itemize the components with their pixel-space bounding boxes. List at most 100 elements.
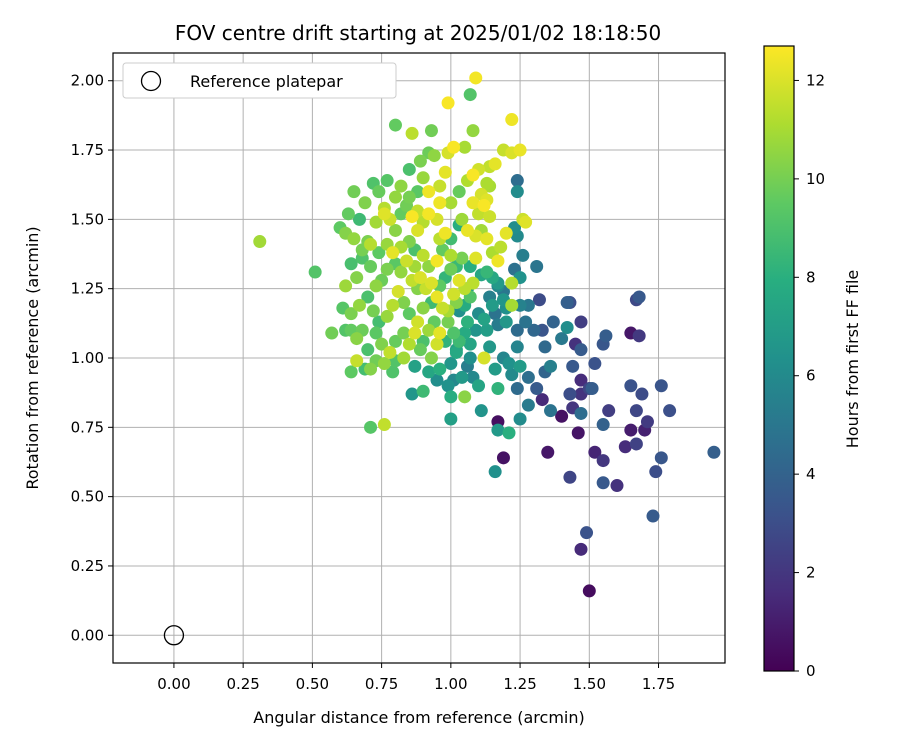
- data-point: [574, 373, 588, 387]
- data-point: [496, 451, 510, 465]
- grid-lines: [113, 53, 725, 663]
- data-point: [510, 340, 524, 354]
- data-point: [380, 262, 394, 276]
- data-point: [483, 210, 497, 224]
- data-point: [422, 323, 436, 337]
- data-point: [707, 445, 721, 459]
- data-point: [388, 118, 402, 132]
- data-point: [640, 415, 654, 429]
- data-point: [519, 215, 533, 229]
- data-point: [505, 113, 519, 127]
- data-point: [438, 165, 452, 179]
- data-point: [563, 470, 577, 484]
- data-point: [366, 304, 380, 318]
- data-point: [499, 315, 513, 329]
- colorbar-tick-label: 8: [806, 268, 816, 286]
- x-tick-label: 1.00: [434, 675, 467, 693]
- data-point: [466, 276, 480, 290]
- data-point: [480, 323, 494, 337]
- data-point: [449, 345, 463, 359]
- data-point: [519, 315, 533, 329]
- data-point: [413, 343, 427, 357]
- data-point: [441, 315, 455, 329]
- data-point: [364, 260, 378, 273]
- data-point: [402, 307, 416, 321]
- data-point: [513, 412, 527, 426]
- data-point: [624, 423, 638, 437]
- data-point: [563, 387, 577, 401]
- data-point: [416, 301, 430, 315]
- data-point: [413, 271, 427, 285]
- data-point: [397, 326, 411, 340]
- data-point: [477, 199, 491, 212]
- data-point: [397, 296, 411, 310]
- data-point: [447, 326, 461, 340]
- data-point: [411, 315, 425, 329]
- data-point: [574, 343, 588, 357]
- y-axis-ticks: 0.00 0.25 0.50 0.75 1.00 1.25 1.50 1.75 2.00: [71, 72, 113, 644]
- data-point: [494, 240, 508, 254]
- data-point: [377, 357, 391, 371]
- data-point: [574, 406, 588, 420]
- data-point: [574, 542, 588, 556]
- data-point: [455, 212, 469, 226]
- data-point: [585, 382, 599, 395]
- data-point: [538, 340, 552, 354]
- data-point: [491, 382, 505, 395]
- data-point: [325, 326, 339, 340]
- data-point: [466, 196, 480, 210]
- data-point: [372, 185, 386, 199]
- data-point: [308, 265, 322, 279]
- data-point: [394, 179, 408, 193]
- data-point: [427, 149, 441, 163]
- data-point: [347, 185, 361, 199]
- data-point: [535, 393, 549, 407]
- data-point: [521, 398, 535, 412]
- data-point: [455, 370, 469, 384]
- data-point: [466, 168, 480, 182]
- data-point: [444, 357, 458, 371]
- data-point: [663, 404, 677, 418]
- data-point: [629, 404, 643, 418]
- data-point: [505, 368, 519, 382]
- colorbar: 0 2 4 6 8 10 12 Hours from first FF file: [763, 45, 862, 680]
- data-point: [485, 298, 499, 312]
- data-point: [430, 373, 444, 387]
- data-point: [530, 260, 544, 273]
- data-point: [436, 301, 450, 315]
- data-point: [483, 340, 497, 354]
- legend: Reference platepar: [122, 62, 397, 99]
- data-point: [383, 345, 397, 359]
- data-point: [596, 476, 610, 490]
- data-point: [402, 337, 416, 351]
- x-tick-label: 0.50: [296, 675, 329, 693]
- data-point: [350, 332, 364, 346]
- y-tick-label: 1.00: [71, 349, 104, 367]
- data-point: [444, 412, 458, 426]
- data-point: [474, 404, 488, 418]
- data-point: [488, 362, 502, 376]
- colorbar-tick-label: 12: [806, 71, 825, 89]
- data-point: [510, 382, 524, 395]
- y-axis-label: Rotation from reference (arcmin): [23, 226, 42, 489]
- y-tick-label: 1.25: [71, 280, 104, 298]
- data-point: [582, 584, 596, 598]
- data-point: [463, 337, 477, 351]
- data-point: [361, 343, 375, 357]
- data-point: [377, 207, 391, 221]
- data-point: [422, 207, 436, 221]
- data-point: [588, 445, 602, 459]
- data-point: [405, 387, 419, 401]
- legend-box: [122, 62, 397, 99]
- data-point: [618, 440, 632, 454]
- data-point: [469, 323, 483, 337]
- data-point: [386, 298, 400, 312]
- data-point: [447, 287, 461, 301]
- data-point: [424, 351, 438, 365]
- data-point: [505, 298, 519, 312]
- data-point: [541, 445, 555, 459]
- data-point: [480, 176, 494, 190]
- data-point: [411, 223, 425, 237]
- reference-point-marker: [163, 625, 185, 646]
- data-point: [424, 124, 438, 138]
